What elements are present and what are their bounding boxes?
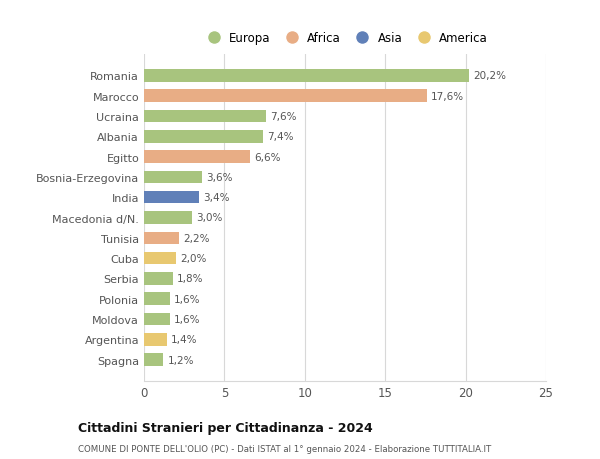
Text: 3,6%: 3,6% [206, 173, 232, 183]
Text: 17,6%: 17,6% [431, 91, 464, 101]
Bar [144, 111, 266, 123]
Bar [144, 171, 202, 184]
Text: COMUNE DI PONTE DELL'OLIO (PC) - Dati ISTAT al 1° gennaio 2024 - Elaborazione TU: COMUNE DI PONTE DELL'OLIO (PC) - Dati IS… [78, 444, 491, 453]
Text: 1,6%: 1,6% [174, 294, 200, 304]
Bar [144, 333, 167, 346]
Bar [144, 232, 179, 245]
Bar [144, 90, 427, 103]
Text: 1,8%: 1,8% [177, 274, 203, 284]
Text: 3,4%: 3,4% [203, 193, 229, 203]
Text: 20,2%: 20,2% [473, 71, 506, 81]
Bar [144, 70, 469, 83]
Text: 2,2%: 2,2% [184, 233, 210, 243]
Text: 6,6%: 6,6% [254, 152, 281, 162]
Bar [144, 293, 170, 305]
Bar [144, 131, 263, 143]
Text: 2,0%: 2,0% [180, 253, 206, 263]
Bar [144, 191, 199, 204]
Bar [144, 313, 170, 325]
Text: 7,4%: 7,4% [267, 132, 293, 142]
Bar [144, 353, 163, 366]
Text: 1,2%: 1,2% [167, 355, 194, 365]
Text: Cittadini Stranieri per Cittadinanza - 2024: Cittadini Stranieri per Cittadinanza - 2… [78, 421, 373, 434]
Text: 1,6%: 1,6% [174, 314, 200, 325]
Bar [144, 252, 176, 265]
Text: 3,0%: 3,0% [196, 213, 223, 223]
Bar [144, 151, 250, 163]
Text: 7,6%: 7,6% [270, 112, 297, 122]
Bar [144, 273, 173, 285]
Bar [144, 212, 192, 224]
Legend: Europa, Africa, Asia, America: Europa, Africa, Asia, America [199, 28, 491, 48]
Text: 1,4%: 1,4% [170, 335, 197, 345]
